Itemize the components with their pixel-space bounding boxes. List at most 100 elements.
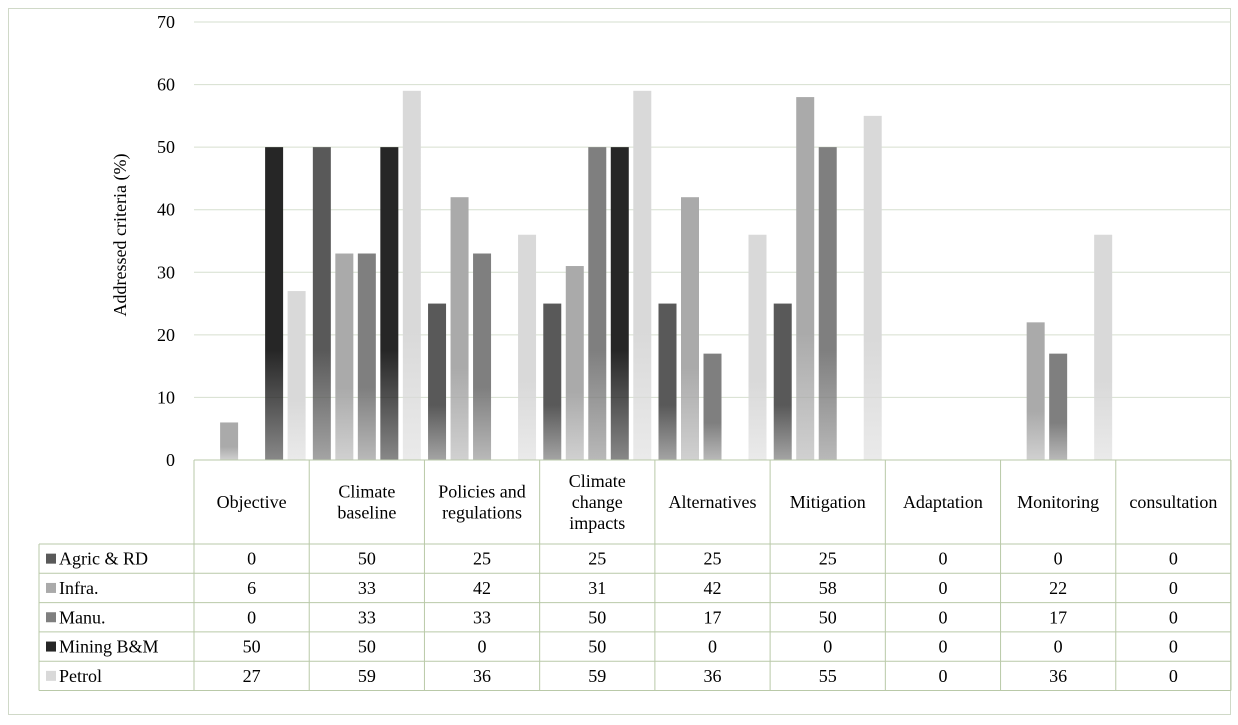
category-label: Alternatives (669, 492, 757, 512)
y-tick-label: 0 (166, 450, 175, 470)
bar (588, 147, 607, 460)
bar (796, 97, 815, 460)
table-cell-value: 36 (704, 666, 722, 686)
table-cell-value: 0 (247, 607, 256, 627)
table-cell-value: 50 (358, 637, 376, 657)
bar (1094, 234, 1113, 460)
table-cell-value: 0 (1169, 637, 1178, 657)
table-cell-value: 17 (1049, 607, 1067, 627)
table-cell-value: 50 (358, 549, 376, 569)
category-label: Adaptation (903, 492, 983, 512)
table-cell-value: 50 (243, 637, 261, 657)
table-cell-value: 50 (819, 607, 837, 627)
y-axis-label: Addressed criteria (%) (110, 154, 131, 317)
table-cell-value: 42 (473, 578, 491, 598)
table-cell-value: 0 (247, 549, 256, 569)
table-cell-value: 6 (247, 578, 256, 598)
table-cell-value: 50 (588, 607, 606, 627)
bar (1049, 353, 1068, 460)
table-cell-value: 0 (938, 637, 947, 657)
category-label: Mitigation (790, 492, 866, 512)
table-cell-value: 27 (243, 666, 261, 686)
bar (748, 234, 767, 460)
y-axis-ticks: 0 10 20 30 40 50 60 70 (157, 12, 175, 470)
bar (265, 147, 284, 460)
bar (335, 253, 354, 460)
table-cell-value: 0 (938, 666, 947, 686)
category-label: Policies and regulations (438, 482, 526, 523)
y-tick-label: 70 (157, 12, 175, 32)
bar (380, 147, 399, 460)
legend-key (46, 553, 56, 564)
y-tick-label: 40 (157, 200, 175, 220)
data-table: Objective Climate baseline Policies and regu… (38, 459, 1232, 691)
category-label: Monitoring (1017, 492, 1099, 512)
table-cell-value: 50 (588, 637, 606, 657)
category-label: Objective (217, 492, 287, 512)
bar (658, 303, 677, 460)
category-label: Climate change impacts (569, 471, 626, 533)
bar (287, 291, 306, 460)
table-cell-value: 0 (1054, 637, 1063, 657)
legend-key (46, 670, 56, 681)
table-cell-value: 33 (358, 578, 376, 598)
bar (473, 253, 492, 460)
chart-frame (8, 8, 1231, 715)
table-cell-value: 0 (823, 637, 832, 657)
table-cell-value: 33 (358, 607, 376, 627)
bars (220, 90, 1113, 460)
series-name: Manu. (59, 607, 106, 627)
bar (1026, 322, 1045, 460)
category-label: Climate baseline (337, 482, 396, 523)
bar (703, 353, 722, 460)
table-cell-value: 0 (938, 549, 947, 569)
legend-key (46, 582, 56, 593)
table-cell-value: 0 (938, 607, 947, 627)
table-cell-value: 58 (819, 578, 837, 598)
bar (312, 147, 331, 460)
bar (428, 303, 447, 460)
table-cell-value: 33 (473, 607, 491, 627)
bar (357, 253, 376, 460)
table-cell-value: 17 (704, 607, 722, 627)
y-tick-label: 60 (157, 75, 175, 95)
bar (543, 303, 562, 460)
y-tick-label: 30 (157, 262, 175, 282)
table-cell-value: 0 (1054, 549, 1063, 569)
table-cell-value: 42 (704, 578, 722, 598)
table-cell-value: 0 (1169, 549, 1178, 569)
table-cell-value: 0 (1169, 666, 1178, 686)
legend-key (46, 612, 56, 623)
table-cell-value: 22 (1049, 578, 1067, 598)
table-cell-value: 25 (588, 549, 606, 569)
y-tick-label: 20 (157, 325, 175, 345)
table-cell-value: 0 (1169, 607, 1178, 627)
y-tick-label: 10 (157, 387, 175, 407)
table-cell-value: 36 (473, 666, 491, 686)
bar (773, 303, 792, 460)
bar (863, 115, 882, 460)
bar (610, 147, 629, 460)
bar (818, 147, 837, 460)
table-cell-value: 25 (473, 549, 491, 569)
series-name: Agric & RD (59, 549, 148, 569)
bar (565, 266, 584, 460)
bar (402, 90, 421, 460)
y-tick-label: 50 (157, 137, 175, 157)
table-cell-value: 31 (588, 578, 606, 598)
series-name: Mining B&M (59, 637, 159, 657)
category-label: consultation (1129, 492, 1217, 512)
table-cell-value: 36 (1049, 666, 1067, 686)
bar (220, 422, 239, 460)
bar (518, 234, 537, 460)
table-cell-value: 0 (938, 578, 947, 598)
table-cell-value: 0 (478, 637, 487, 657)
table-cell-value: 25 (704, 549, 722, 569)
legend-key (46, 641, 56, 652)
bar (681, 197, 699, 460)
series-name: Petrol (59, 666, 102, 686)
table-cell-value: 59 (588, 666, 606, 686)
table-cell-value: 59 (358, 666, 376, 686)
bar (633, 90, 652, 460)
